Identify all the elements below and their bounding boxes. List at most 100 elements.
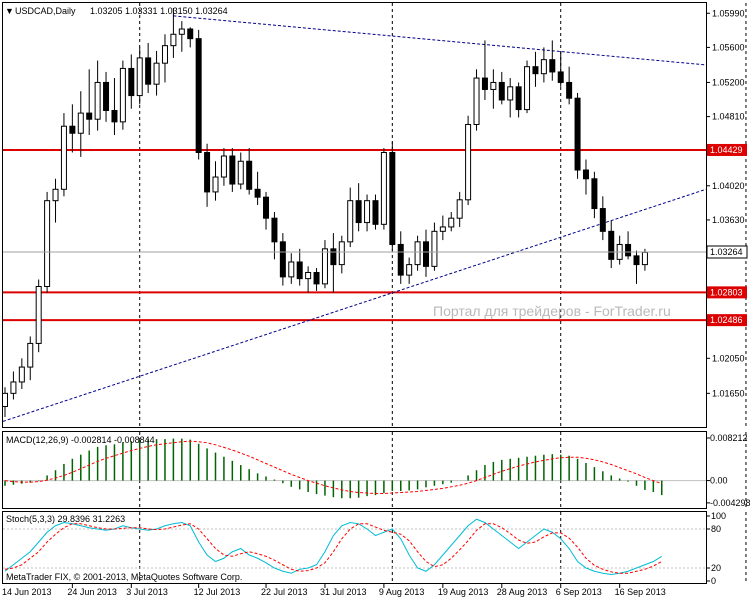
candle-body	[414, 241, 421, 266]
candle-body	[161, 45, 168, 64]
trendline	[173, 15, 707, 66]
candle-body	[35, 286, 42, 344]
y-tick-label: 1.02050	[712, 353, 745, 363]
candle-body	[397, 243, 404, 276]
candle-body	[204, 152, 211, 193]
candle-body	[263, 196, 270, 219]
candle-body	[347, 200, 354, 243]
x-tick-label: 28 Aug 2013	[497, 587, 548, 597]
candle-body	[52, 188, 59, 202]
candle-body	[44, 200, 51, 288]
candle-body	[330, 248, 337, 266]
candle-body	[237, 160, 244, 185]
price-panel-frame	[2, 2, 707, 428]
candle-body	[170, 33, 177, 47]
candle-body	[77, 112, 84, 134]
candle-body	[532, 66, 539, 75]
level-price-tag	[707, 314, 747, 327]
candle-body	[229, 155, 236, 185]
current-price-label: 1.03264	[710, 247, 743, 257]
candle-body	[136, 57, 143, 97]
candle-body	[18, 366, 25, 383]
candle-body	[364, 200, 371, 224]
macd-y-tick-label: 0.00	[710, 476, 728, 486]
x-tick-label: 24 Jun 2013	[67, 587, 117, 597]
candle-body	[633, 255, 640, 266]
candle-body	[507, 86, 514, 101]
y-tick-label: 1.01650	[712, 388, 745, 398]
candlesticks	[2, 8, 648, 417]
macd-panel-frame	[2, 431, 707, 509]
candle-body	[305, 271, 312, 280]
y-tick-label: 1.04810	[712, 112, 745, 122]
macd-y-tick-label: 0.008212	[710, 433, 748, 443]
candle-body	[296, 261, 303, 280]
level-price-label: 1.02803	[710, 287, 743, 297]
y-tick-label: 1.05200	[712, 77, 745, 87]
candle-body	[574, 97, 581, 171]
x-tick-label: 19 Aug 2013	[438, 587, 489, 597]
candle-body	[490, 81, 497, 90]
horizontal-levels: 1.04429 1.02803 1.02486	[3, 143, 747, 327]
level-price-label: 1.04429	[710, 145, 743, 155]
candle-body	[372, 200, 379, 225]
level-price-label: 1.02486	[710, 315, 743, 325]
candle-body	[338, 241, 345, 266]
candle-body	[549, 59, 556, 73]
candle-body	[220, 155, 227, 178]
symbol-timeframe: USDCAD,Daily	[15, 6, 76, 16]
x-tick-label: 12 Jul 2013	[194, 587, 241, 597]
y-tick-label: 1.05600	[712, 42, 745, 52]
candle-body	[153, 62, 160, 85]
candle-body	[271, 217, 278, 243]
x-tick-label: 14 Jun 2013	[2, 587, 52, 597]
candle-body	[431, 230, 438, 267]
macd-indicator: 0.008212 0.00 -0.004298	[3, 433, 750, 508]
candle-body	[566, 81, 573, 99]
candle-body	[439, 226, 446, 232]
axes: 1.03264 1.05990 1.05600 1.05200 1.04810 1.040…	[2, 8, 748, 597]
candle-body	[524, 66, 531, 111]
candle-body	[540, 59, 547, 75]
candle-body	[69, 125, 76, 134]
candle-body	[641, 251, 648, 266]
candle-body	[355, 200, 362, 224]
x-tick-label: 9 Aug 2013	[379, 587, 425, 597]
candle-body	[254, 188, 261, 198]
watermark: Портал для трейдеров - ForTrader.ru	[433, 303, 671, 319]
current-price-tag	[706, 245, 748, 259]
candle-body	[212, 176, 219, 193]
stoch-y-tick-label: 0	[711, 576, 716, 586]
candle-body	[448, 217, 455, 228]
trendlines	[2, 15, 707, 422]
candle-body	[86, 112, 93, 120]
x-tick-label: 16 Sep 2013	[615, 587, 666, 597]
y-tick-label: 1.04020	[712, 181, 745, 191]
candle-body	[608, 230, 615, 260]
stoch-title: Stoch(5,3,3) 29.8396 31.2263	[6, 514, 125, 524]
x-tick-label: 22 Jul 2013	[261, 587, 308, 597]
candle-body	[599, 208, 606, 232]
y-tick-label: 1.05990	[712, 8, 745, 18]
candle-body	[246, 160, 253, 190]
y-tick-label: 1.03630	[712, 215, 745, 225]
candle-body	[195, 38, 202, 154]
stoch-y-tick-label: 20	[711, 563, 721, 573]
stoch-y-tick-label: 100	[711, 511, 726, 521]
stoch-panel-frame	[2, 511, 707, 584]
ohlc-values: 1.03205 1.03331 1.03150 1.03264	[90, 6, 228, 16]
candle-body	[498, 81, 505, 101]
candle-body	[27, 342, 34, 368]
macd-title: MACD(12,26,9) -0.002814 -0.008844	[6, 435, 155, 445]
macd-y-tick-label: -0.004298	[710, 498, 750, 508]
candle-body	[380, 152, 387, 225]
candle-body	[94, 81, 101, 120]
candle-body	[515, 86, 522, 111]
candle-body	[423, 241, 429, 267]
candle-body	[456, 199, 463, 219]
candle-body	[111, 109, 118, 123]
candle-body	[313, 271, 320, 285]
level-price-tag	[707, 143, 747, 156]
